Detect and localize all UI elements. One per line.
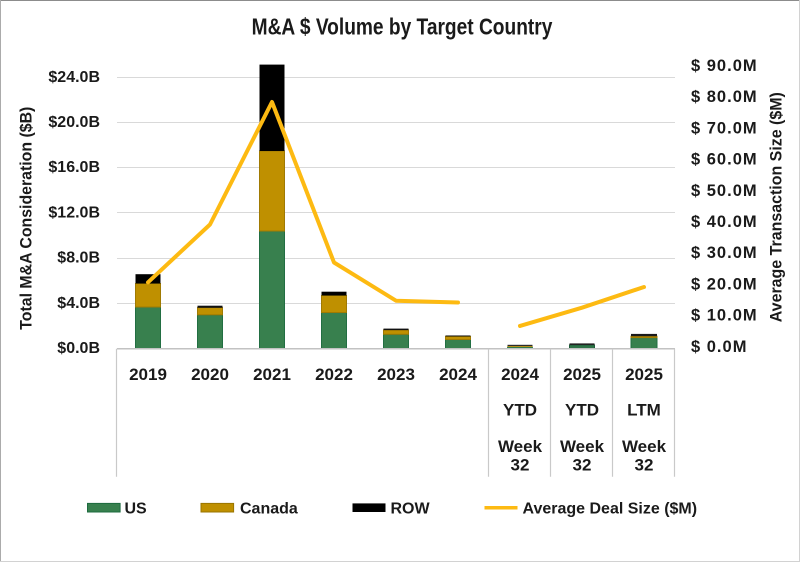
svg-text:2023: 2023 — [377, 365, 415, 384]
svg-text:Week: Week — [498, 437, 543, 456]
svg-text:M&A $ Volume by Target Country: M&A $ Volume by Target Country — [252, 15, 553, 40]
svg-text:$ 30.0M: $ 30.0M — [691, 244, 758, 262]
svg-text:2022: 2022 — [315, 365, 353, 384]
svg-text:YTD: YTD — [565, 400, 599, 419]
svg-text:2024: 2024 — [439, 365, 477, 384]
svg-text:Total M&A Consideration ($B): Total M&A Consideration ($B) — [17, 107, 36, 330]
svg-text:32: 32 — [635, 455, 654, 474]
svg-text:$ 0.0M: $ 0.0M — [691, 338, 747, 356]
svg-text:2024: 2024 — [501, 365, 539, 384]
svg-text:$0.0B: $0.0B — [57, 340, 100, 357]
svg-text:$ 10.0M: $ 10.0M — [691, 307, 758, 325]
svg-text:$ 60.0M: $ 60.0M — [691, 151, 758, 169]
svg-text:Average Deal Size ($M): Average Deal Size ($M) — [523, 501, 698, 518]
svg-text:2021: 2021 — [253, 365, 291, 384]
svg-text:US: US — [125, 501, 148, 518]
svg-text:2019: 2019 — [129, 365, 167, 384]
svg-text:LTM: LTM — [627, 400, 661, 419]
svg-text:32: 32 — [573, 455, 592, 474]
svg-text:$ 70.0M: $ 70.0M — [691, 119, 758, 137]
svg-text:$ 40.0M: $ 40.0M — [691, 213, 758, 231]
svg-text:2025: 2025 — [563, 365, 601, 384]
svg-text:$16.0B: $16.0B — [48, 159, 100, 176]
svg-text:$ 90.0M: $ 90.0M — [691, 57, 758, 75]
svg-text:Week: Week — [622, 437, 667, 456]
svg-text:$24.0B: $24.0B — [48, 69, 100, 86]
svg-text:2020: 2020 — [191, 365, 229, 384]
svg-text:Average Transaction Size ($M): Average Transaction Size ($M) — [767, 92, 786, 322]
svg-text:$20.0B: $20.0B — [48, 114, 100, 131]
svg-text:$ 80.0M: $ 80.0M — [691, 88, 758, 106]
svg-text:ROW: ROW — [391, 501, 431, 518]
svg-text:Week: Week — [560, 437, 605, 456]
svg-text:32: 32 — [511, 455, 530, 474]
svg-text:$ 50.0M: $ 50.0M — [691, 182, 758, 200]
svg-text:2025: 2025 — [625, 365, 663, 384]
svg-text:$ 20.0M: $ 20.0M — [691, 275, 758, 293]
svg-text:$8.0B: $8.0B — [57, 250, 100, 267]
svg-text:YTD: YTD — [503, 400, 537, 419]
svg-text:$4.0B: $4.0B — [57, 295, 100, 312]
svg-text:Canada: Canada — [240, 501, 298, 518]
svg-text:$12.0B: $12.0B — [48, 204, 100, 221]
